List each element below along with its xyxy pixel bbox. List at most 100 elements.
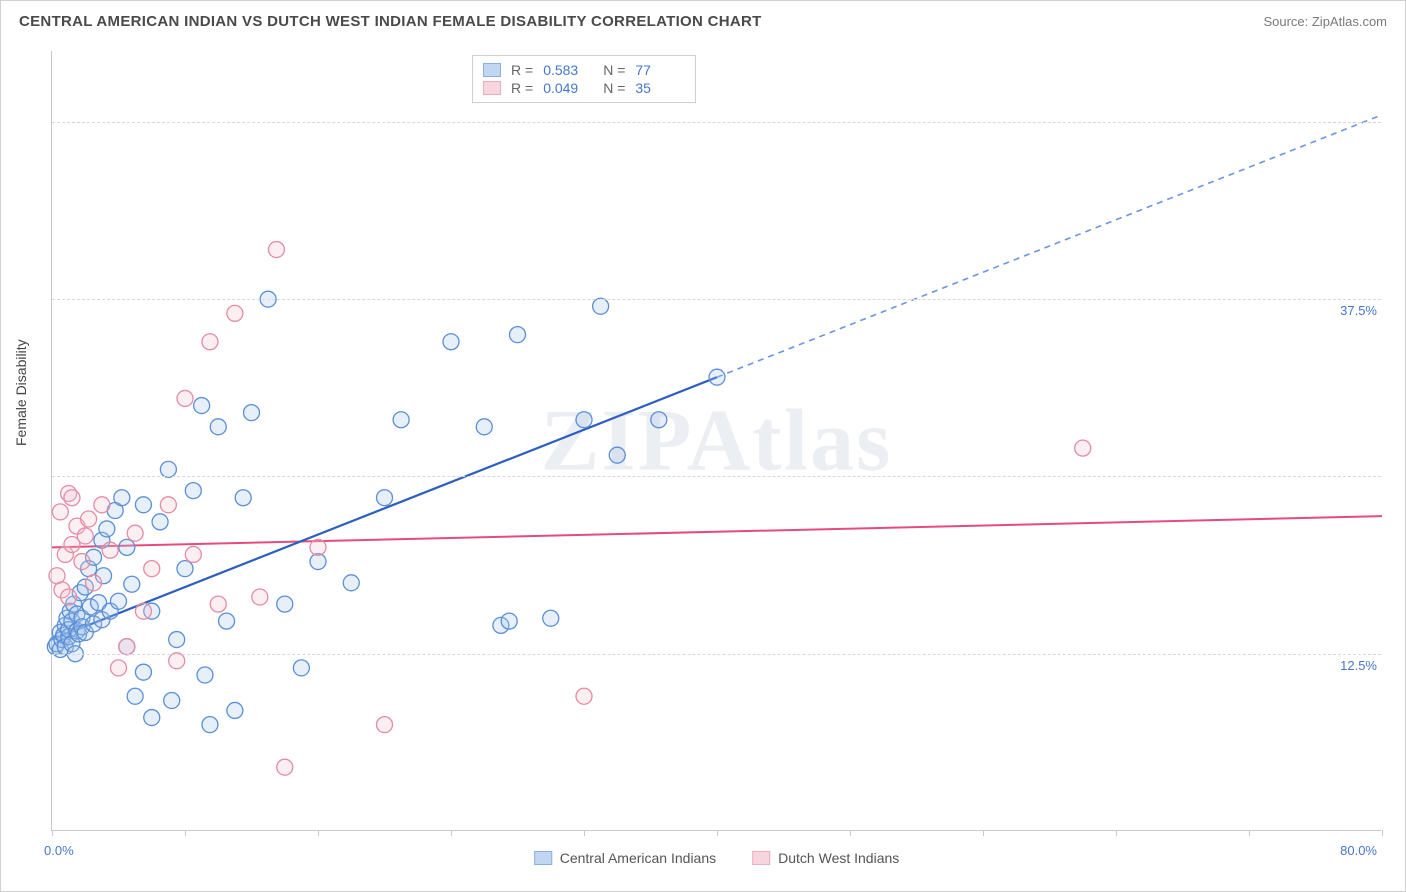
legend-label-a: Central American Indians (560, 850, 716, 866)
scatter-point-a (135, 497, 151, 513)
scatter-point-b (185, 546, 201, 562)
scatter-point-b (52, 504, 68, 520)
stat-r-label-a: R = (511, 62, 533, 78)
scatter-point-b (310, 539, 326, 555)
scatter-point-a (169, 632, 185, 648)
scatter-point-a (194, 398, 210, 414)
legend-swatch-a (534, 851, 552, 865)
x-tick (1249, 830, 1250, 836)
swatch-b (483, 81, 501, 95)
scatter-point-b (64, 490, 80, 506)
correlation-chart: CENTRAL AMERICAN INDIAN VS DUTCH WEST IN… (0, 0, 1406, 892)
swatch-a (483, 63, 501, 77)
scatter-point-a (124, 576, 140, 592)
x-tick (185, 830, 186, 836)
stat-n-val-a: 77 (635, 62, 685, 78)
scatter-point-a (651, 412, 667, 428)
chart-title: CENTRAL AMERICAN INDIAN VS DUTCH WEST IN… (19, 13, 762, 30)
x-tick (717, 830, 718, 836)
x-axis-label: 80.0% (1340, 843, 1377, 858)
scatter-point-b (102, 542, 118, 558)
scatter-point-a (293, 660, 309, 676)
gridline (52, 476, 1381, 477)
scatter-point-b (277, 759, 293, 775)
scatter-point-a (99, 521, 115, 537)
scatter-point-a (377, 490, 393, 506)
stat-n-label-a: N = (603, 62, 625, 78)
scatter-point-b (1075, 440, 1091, 456)
scatter-point-b (135, 603, 151, 619)
gridline (52, 299, 1381, 300)
plot-svg (52, 51, 1381, 830)
trend-line-b (52, 516, 1382, 547)
y-axis-title: Female Disability (13, 339, 29, 446)
x-axis-label: 0.0% (44, 843, 74, 858)
x-tick (318, 830, 319, 836)
stat-r-val-a: 0.583 (543, 62, 593, 78)
scatter-point-a (501, 613, 517, 629)
scatter-point-a (609, 447, 625, 463)
scatter-point-b (227, 305, 243, 321)
scatter-point-b (77, 528, 93, 544)
scatter-point-a (185, 483, 201, 499)
legend-item-b: Dutch West Indians (752, 850, 899, 866)
scatter-point-a (235, 490, 251, 506)
stat-r-val-b: 0.049 (543, 80, 593, 96)
scatter-point-a (202, 717, 218, 733)
scatter-point-b (111, 660, 127, 676)
stat-n-val-b: 35 (635, 80, 685, 96)
x-tick (584, 830, 585, 836)
scatter-point-a (144, 710, 160, 726)
scatter-point-b (252, 589, 268, 605)
plot-area: ZIPAtlas R = 0.583 N = 77 R = 0.049 N = … (51, 51, 1381, 831)
scatter-point-b (86, 575, 102, 591)
stat-n-label-b: N = (603, 80, 625, 96)
scatter-point-a (277, 596, 293, 612)
stats-row-b: R = 0.049 N = 35 (483, 80, 685, 96)
x-tick (52, 830, 53, 836)
scatter-point-a (164, 693, 180, 709)
scatter-point-b (210, 596, 226, 612)
scatter-point-a (135, 664, 151, 680)
x-tick (983, 830, 984, 836)
scatter-point-a (593, 298, 609, 314)
scatter-point-a (127, 688, 143, 704)
trend-line-a-dashed (717, 115, 1382, 377)
stats-legend-box: R = 0.583 N = 77 R = 0.049 N = 35 (472, 55, 696, 103)
scatter-point-a (343, 575, 359, 591)
x-tick (850, 830, 851, 836)
y-axis-label: 37.5% (1340, 303, 1377, 318)
scatter-point-b (268, 242, 284, 258)
scatter-point-a (114, 490, 130, 506)
scatter-point-a (393, 412, 409, 428)
chart-source: Source: ZipAtlas.com (1263, 14, 1387, 29)
gridline (52, 654, 1381, 655)
scatter-point-a (709, 369, 725, 385)
x-tick (1382, 830, 1383, 836)
scatter-point-b (202, 334, 218, 350)
gridline (52, 122, 1381, 123)
legend-swatch-b (752, 851, 770, 865)
scatter-point-a (219, 613, 235, 629)
trend-line-a-solid (52, 377, 717, 639)
scatter-point-a (543, 610, 559, 626)
scatter-point-b (94, 497, 110, 513)
scatter-point-a (244, 405, 260, 421)
stats-row-a: R = 0.583 N = 77 (483, 62, 685, 78)
scatter-point-a (111, 593, 127, 609)
scatter-point-a (119, 539, 135, 555)
scatter-point-a (177, 561, 193, 577)
legend-item-a: Central American Indians (534, 850, 716, 866)
stat-r-label-b: R = (511, 80, 533, 96)
scatter-point-a (510, 327, 526, 343)
bottom-legend: Central American Indians Dutch West Indi… (534, 850, 900, 866)
scatter-point-a (227, 702, 243, 718)
scatter-point-b (576, 688, 592, 704)
scatter-point-b (127, 525, 143, 541)
scatter-point-b (61, 589, 77, 605)
scatter-point-b (377, 717, 393, 733)
scatter-point-a (443, 334, 459, 350)
legend-label-b: Dutch West Indians (778, 850, 899, 866)
scatter-point-a (576, 412, 592, 428)
chart-header: CENTRAL AMERICAN INDIAN VS DUTCH WEST IN… (1, 1, 1405, 41)
